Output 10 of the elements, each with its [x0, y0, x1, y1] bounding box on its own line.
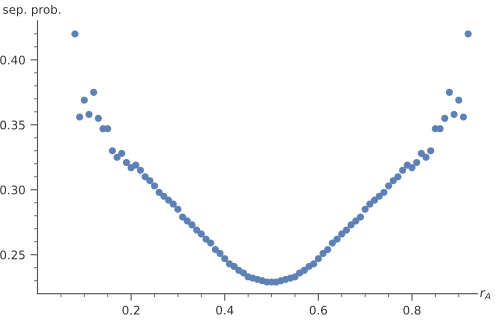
- x-tick-label: 0.6: [310, 306, 327, 315]
- x-tick-label: 0.4: [216, 306, 234, 315]
- y-tick-label: 0.35: [0, 120, 25, 130]
- x-tick-label: 0.2: [122, 306, 140, 315]
- x-tick-label: 0.8: [403, 306, 421, 315]
- x-axis-title: r$_{A}$: [480, 290, 490, 300]
- y-tick-label: 0.25: [0, 250, 25, 260]
- y-tick-label: 0.40: [0, 56, 25, 64]
- y-axis-title: sep. prob.: [3, 4, 60, 16]
- y-tick-label: 0.30: [0, 185, 25, 194]
